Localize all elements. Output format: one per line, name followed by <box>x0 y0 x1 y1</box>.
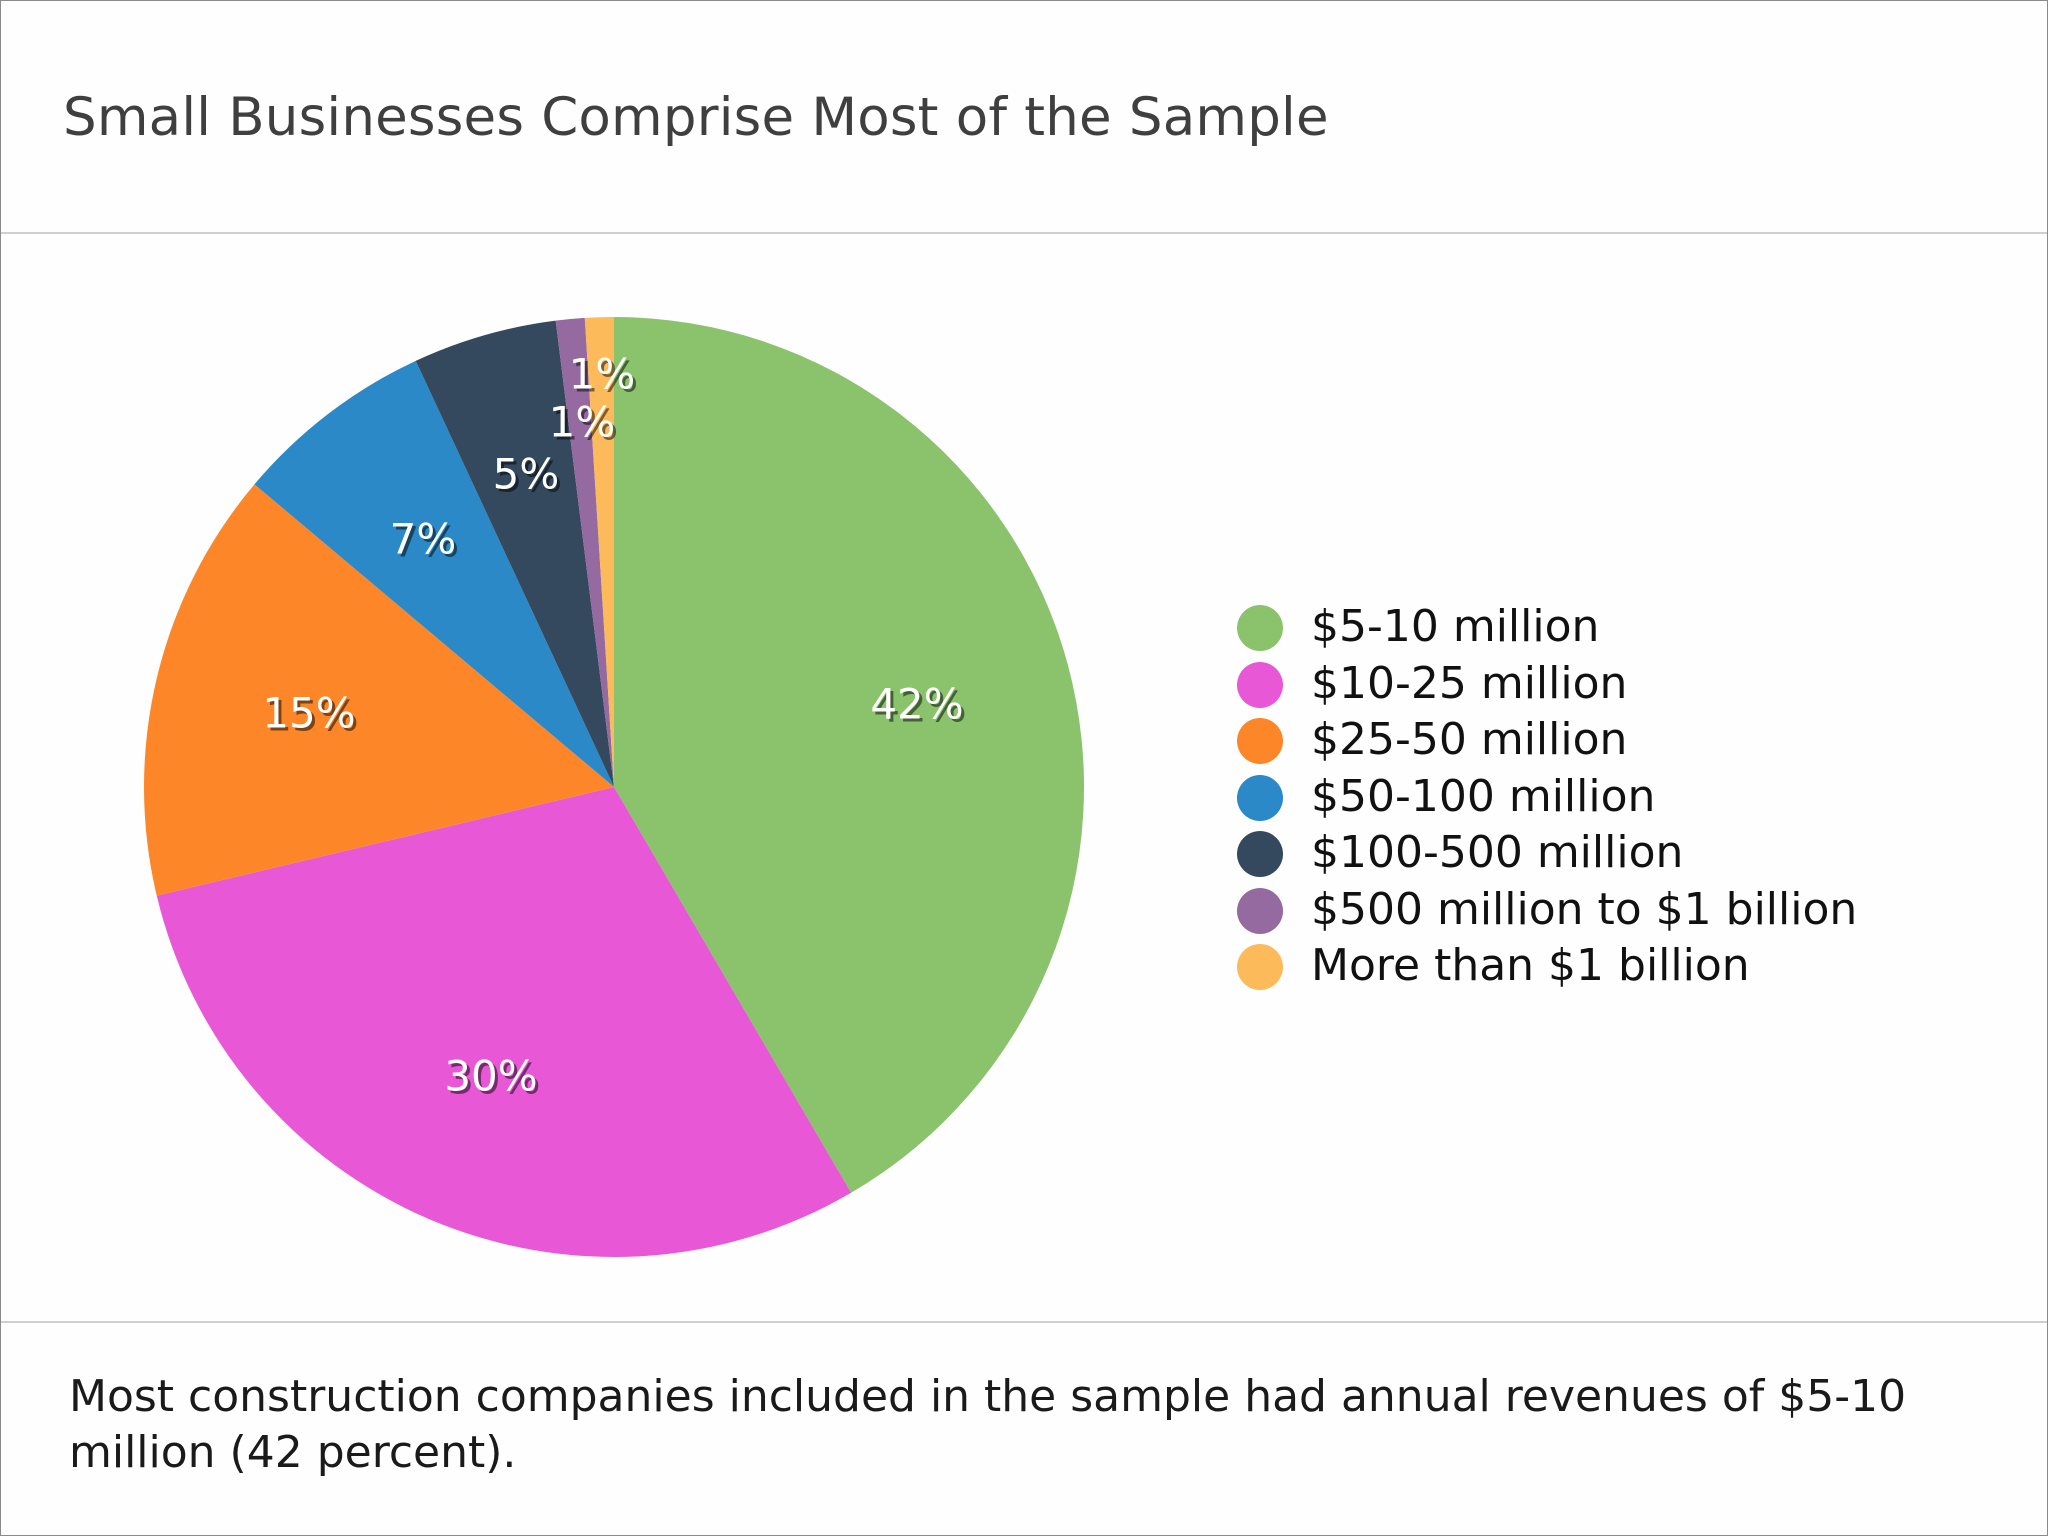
legend-item: $5-10 million <box>1237 599 1997 656</box>
slice-label-shadow-5: 5% <box>496 453 563 502</box>
legend-item: $500 million to $1 billion <box>1237 882 1997 939</box>
legend-swatch <box>1237 718 1283 764</box>
slice-label-shadow-1: 42% <box>873 683 966 732</box>
pie-slice-1 <box>614 317 1085 1193</box>
legend-swatch <box>1237 887 1283 934</box>
legend-swatch <box>1237 831 1283 877</box>
slice-label-1: 42% <box>870 680 963 729</box>
legend-item: More than $1 billion <box>1237 938 1997 995</box>
chart-header: Small Businesses Comprise Most of the Sa… <box>1 1 2047 234</box>
slice-label-4: 7% <box>390 515 457 564</box>
pie-slice-3 <box>143 484 614 896</box>
legend-swatch <box>1237 661 1283 708</box>
legend-swatch <box>1237 774 1283 821</box>
legend-label: $100-500 million <box>1311 827 1684 878</box>
pie-slice-4 <box>254 360 615 787</box>
legend-label: $500 million to $1 billion <box>1311 883 1858 935</box>
slice-label-5: 5% <box>493 450 560 499</box>
slice-label-shadow-7: 1% <box>572 353 639 402</box>
pie-slice-6 <box>555 317 614 787</box>
legend-label: More than $1 billion <box>1311 940 1750 991</box>
pie-slice-7 <box>584 317 614 787</box>
legend-item: $50-100 million <box>1237 769 1997 826</box>
legend-label: $5-10 million <box>1311 601 1600 652</box>
legend-label: $10-25 million <box>1311 657 1628 709</box>
slice-label-shadow-3: 15% <box>265 692 358 741</box>
slice-label-2: 30% <box>444 1052 537 1101</box>
legend-label: $50-100 million <box>1311 770 1656 822</box>
legend-item: $10-25 million <box>1237 656 1997 713</box>
slice-label-shadow-4: 7% <box>393 518 460 567</box>
pie-slice-2 <box>156 787 852 1258</box>
pie-chart: 42%42%30%30%15%15%7%7%5%5%1%1%1%1% <box>143 317 1085 1258</box>
slice-label-7: 1% <box>569 350 636 399</box>
chart-legend: $5-10 million $10-25 million $25-50 millio… <box>1237 599 1997 995</box>
chart-title: Small Businesses Comprise Most of the Sa… <box>63 87 1329 148</box>
pie-slice-5 <box>415 320 614 787</box>
legend-swatch <box>1237 944 1283 990</box>
chart-area: 42% 42% 30% 30% 15% 15% 7% 7% 5% 5% 1% 1% 1% 1% $5-10… <box>1 234 2047 1323</box>
slice-label-6: 1% <box>549 398 616 447</box>
legend-item: $100-500 million <box>1237 825 1997 882</box>
slice-label-3: 15% <box>262 689 355 738</box>
legend-swatch <box>1237 605 1283 651</box>
slice-label-shadow-6: 1% <box>552 401 619 450</box>
chart-caption: Most construction companies included in … <box>69 1371 1907 1478</box>
legend-item: $25-50 million <box>1237 712 1997 769</box>
legend-label: $25-50 million <box>1311 714 1628 765</box>
slice-label-shadow-2: 30% <box>447 1055 540 1104</box>
